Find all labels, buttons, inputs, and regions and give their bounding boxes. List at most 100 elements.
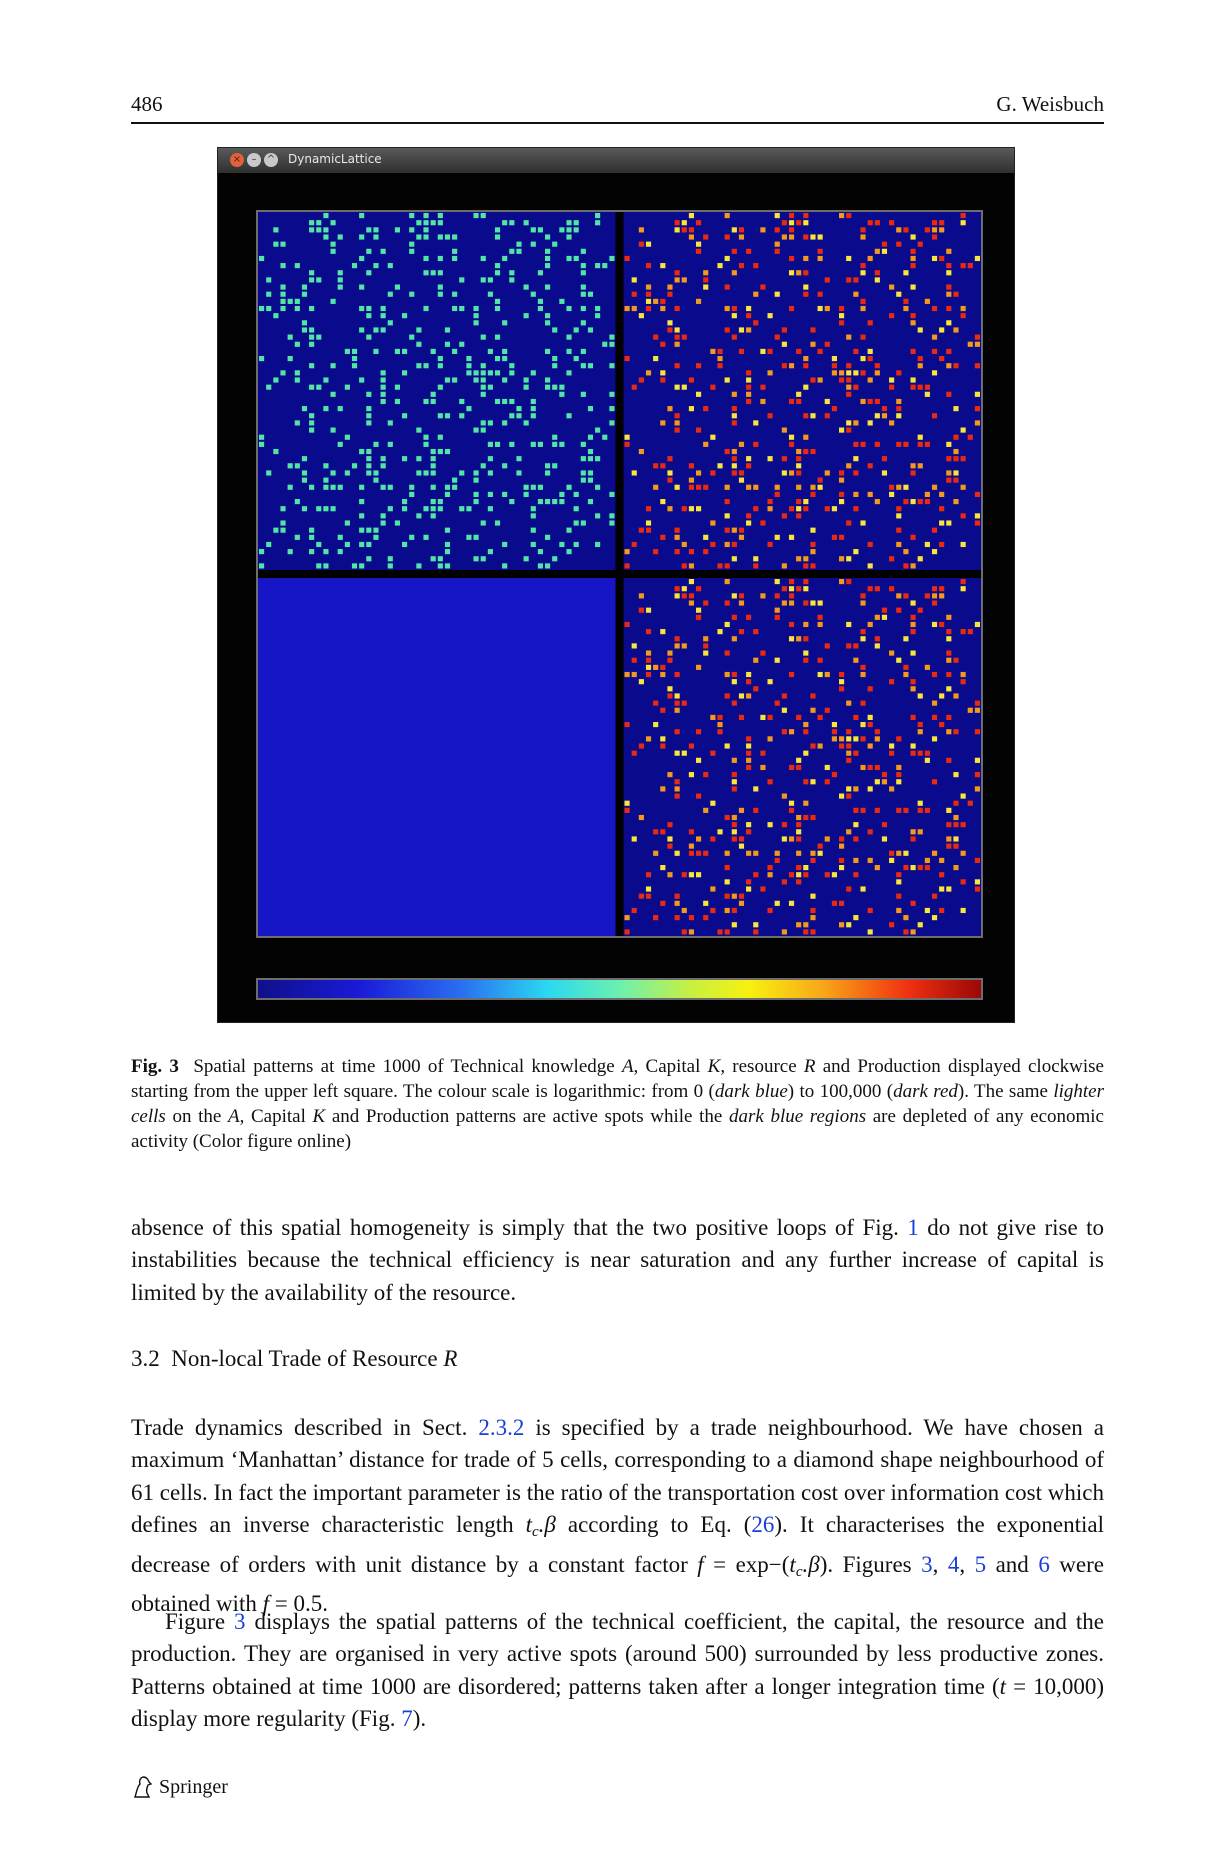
active-cell bbox=[796, 764, 802, 771]
active-cell bbox=[974, 757, 980, 763]
active-cell bbox=[423, 213, 429, 219]
active-cell bbox=[653, 549, 659, 555]
active-cell bbox=[738, 714, 745, 720]
active-cell bbox=[960, 313, 966, 319]
active-cell bbox=[674, 363, 680, 369]
active-cell bbox=[931, 915, 938, 921]
active-cell bbox=[624, 563, 630, 569]
active-cell bbox=[280, 305, 286, 312]
fig-7-link[interactable]: 7 bbox=[401, 1706, 413, 1732]
fig-3-link[interactable]: 3 bbox=[921, 1551, 933, 1577]
active-cell bbox=[746, 879, 752, 885]
active-cell bbox=[974, 700, 980, 706]
active-cell bbox=[867, 743, 873, 749]
fig-3-link-2[interactable]: 3 bbox=[234, 1609, 246, 1634]
active-cell bbox=[316, 384, 322, 390]
active-cell bbox=[530, 441, 536, 447]
active-cell bbox=[767, 736, 773, 742]
active-cell bbox=[788, 671, 795, 678]
active-cell bbox=[681, 643, 687, 649]
active-cell bbox=[931, 370, 938, 376]
active-cell bbox=[366, 313, 372, 319]
active-cell bbox=[423, 270, 429, 276]
active-cell bbox=[696, 872, 702, 878]
eq-26-link[interactable]: 26 bbox=[751, 1512, 775, 1538]
active-cell bbox=[889, 491, 895, 497]
active-cell bbox=[609, 334, 615, 340]
panel-resource-R bbox=[258, 578, 616, 936]
active-cell bbox=[717, 263, 723, 269]
active-cell bbox=[423, 506, 429, 512]
active-cell bbox=[710, 907, 716, 914]
active-cell bbox=[731, 305, 737, 312]
active-cell bbox=[788, 234, 795, 240]
active-cell bbox=[566, 255, 572, 262]
active-cell bbox=[817, 248, 823, 254]
active-cell bbox=[523, 313, 529, 319]
active-cell bbox=[960, 541, 966, 548]
active-cell bbox=[566, 227, 572, 233]
active-cell bbox=[746, 377, 752, 383]
active-cell bbox=[860, 263, 866, 269]
active-cell bbox=[480, 420, 486, 426]
active-cell bbox=[917, 384, 923, 390]
active-cell bbox=[330, 484, 336, 490]
active-cell bbox=[903, 807, 909, 813]
active-cell bbox=[910, 743, 916, 749]
active-cell bbox=[767, 779, 773, 785]
active-cell bbox=[874, 370, 880, 376]
active-cell bbox=[717, 463, 723, 469]
active-cell bbox=[638, 448, 644, 455]
active-cell bbox=[595, 484, 601, 490]
active-cell bbox=[803, 750, 809, 756]
fig-5-link[interactable]: 5 bbox=[974, 1551, 987, 1577]
active-cell bbox=[753, 786, 759, 792]
active-cell bbox=[803, 650, 809, 656]
active-cell bbox=[853, 750, 859, 756]
active-cell bbox=[566, 370, 572, 376]
active-cell bbox=[853, 456, 859, 462]
active-cell bbox=[939, 886, 945, 892]
active-cell bbox=[416, 456, 422, 462]
active-cell bbox=[753, 263, 759, 269]
fig-4-link[interactable]: 4 bbox=[947, 1551, 960, 1577]
active-cell bbox=[910, 865, 916, 871]
active-cell bbox=[953, 693, 959, 699]
active-cell bbox=[681, 872, 687, 878]
active-cell bbox=[867, 714, 873, 720]
fig-1-link[interactable]: 1 bbox=[907, 1215, 919, 1240]
active-cell bbox=[788, 600, 795, 606]
active-cell bbox=[796, 829, 802, 835]
active-cell bbox=[896, 506, 902, 512]
active-cell bbox=[767, 822, 773, 828]
active-cell bbox=[266, 541, 272, 548]
active-cell bbox=[681, 563, 687, 569]
active-cell bbox=[767, 679, 773, 685]
active-cell bbox=[774, 534, 780, 540]
active-cell bbox=[717, 356, 723, 362]
active-cell bbox=[796, 463, 802, 469]
active-cell bbox=[767, 541, 773, 548]
active-cell bbox=[788, 593, 795, 599]
active-cell bbox=[309, 327, 315, 333]
active-cell bbox=[738, 893, 745, 899]
active-cell bbox=[487, 277, 493, 283]
active-cell bbox=[810, 563, 816, 569]
active-cell bbox=[788, 621, 795, 628]
fig-6-link[interactable]: 6 bbox=[1038, 1551, 1050, 1577]
active-cell bbox=[917, 556, 923, 562]
active-cell bbox=[609, 363, 615, 369]
active-cell bbox=[839, 499, 845, 505]
active-cell bbox=[810, 484, 816, 490]
active-cell bbox=[874, 586, 880, 592]
sect-2-3-2-link[interactable]: 2.3.2 bbox=[478, 1415, 525, 1440]
active-cell bbox=[810, 915, 816, 921]
active-cell bbox=[939, 356, 945, 362]
active-cell bbox=[430, 556, 436, 562]
active-cell bbox=[301, 506, 308, 512]
active-cell bbox=[910, 929, 916, 935]
active-cell bbox=[631, 277, 637, 283]
active-cell bbox=[974, 513, 980, 519]
active-cell bbox=[323, 227, 329, 233]
active-cell bbox=[917, 241, 923, 247]
